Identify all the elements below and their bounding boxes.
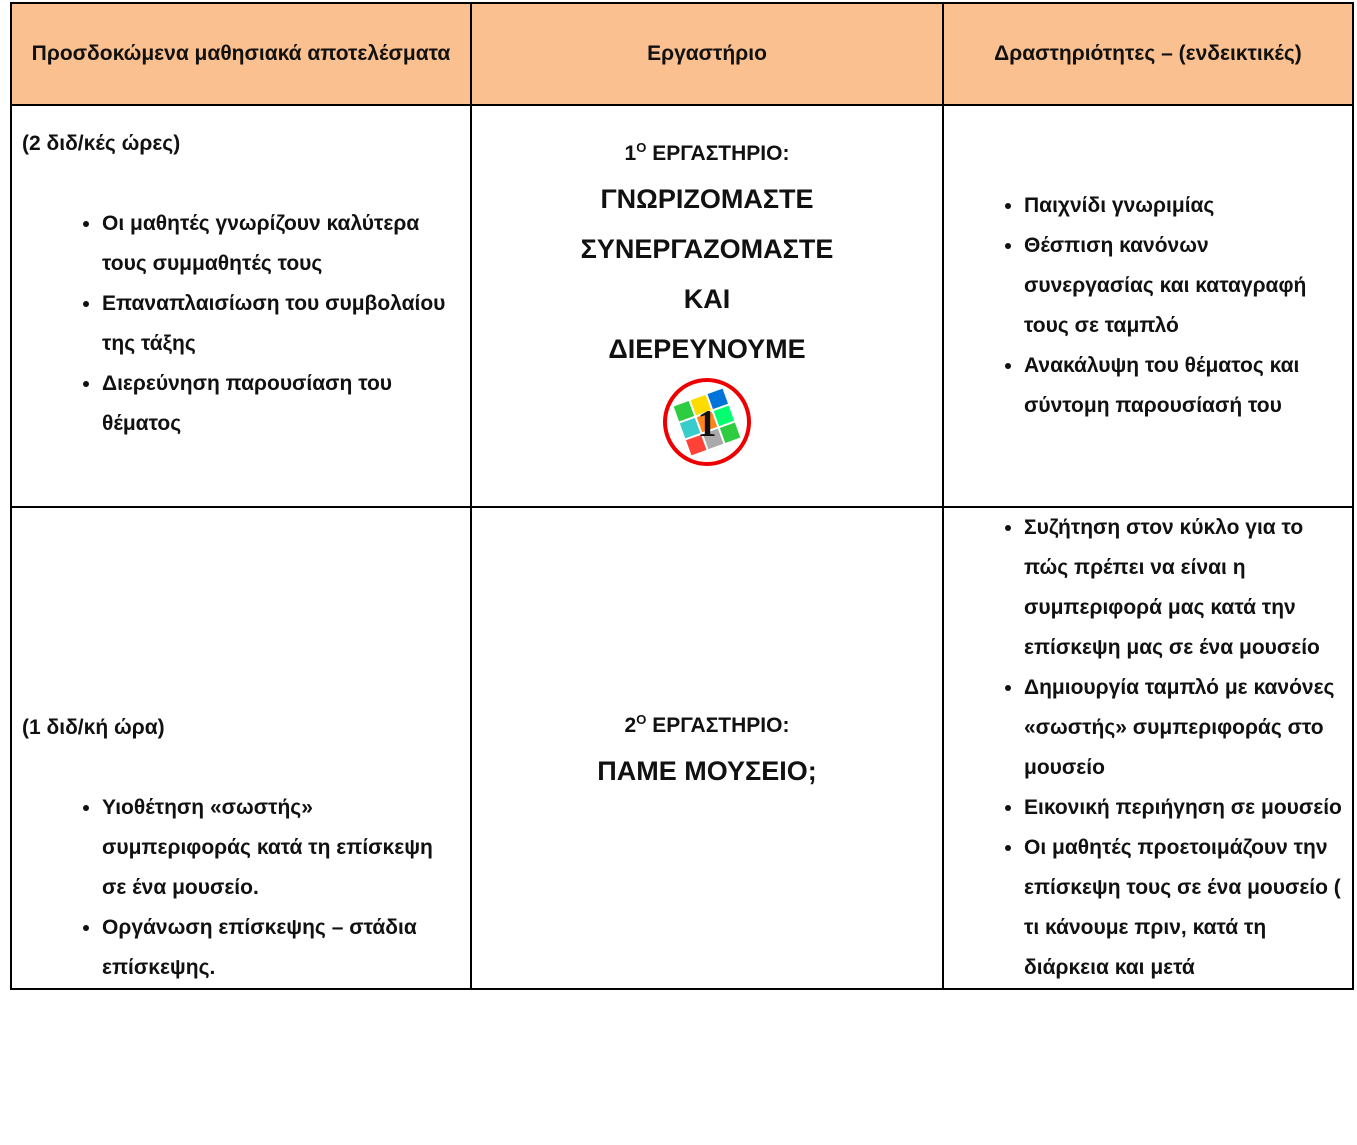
list-item: Θέσπιση κανόνων συνεργασίας και καταγραφ… — [1024, 226, 1342, 346]
activity-list: Παιχνίδι γνωριμίαςΘέσπιση κανόνων συνεργ… — [954, 186, 1342, 426]
list-item: Οι μαθητές γνωρίζουν καλύτερα τους συμμα… — [102, 204, 460, 284]
activity-list: Συζήτηση στον κύκλο για το πώς πρέπει να… — [954, 508, 1342, 988]
superscript: Ο — [636, 140, 647, 155]
outcome-list: Οι μαθητές γνωρίζουν καλύτερα τους συμμα… — [22, 204, 460, 444]
superscript: Ο — [636, 712, 647, 727]
workshop-label: 2Ο ΕΡΓΑΣΤΗΡΙΟ: — [482, 700, 932, 746]
hours: (1 διδ/κή ώρα) — [22, 716, 165, 739]
list-item: Συζήτηση στον κύκλο για το πώς πρέπει να… — [1024, 508, 1342, 668]
title-line: ΠΑΜΕ ΜΟΥΣΕΙΟ; — [597, 756, 817, 786]
list-item: Διερεύνηση παρουσίαση του θέματος — [102, 364, 460, 444]
title-line: ΣΥΝΕΡΓΑΖΟΜΑΣΤΕ — [580, 234, 834, 264]
header-cell: Προσδοκώμενα μαθησιακά αποτελέσματα — [10, 2, 472, 106]
icon-label: 1 — [698, 403, 717, 445]
outcomes-cell: (1 διδ/κή ώρα) Υιοθέτηση «σωστής» συμπερ… — [10, 506, 472, 990]
workshop-title: ΓΝΩΡΙΖΟΜΑΣΤΕ ΣΥΝΕΡΓΑΖΟΜΑΣΤΕ ΚΑΙ ΔΙΕΡΕΥΝΟΥΜΕ — [482, 174, 932, 374]
list-item: Ανακάλυψη του θέματος και σύντομη παρουσ… — [1024, 346, 1342, 426]
workshop-label: 1Ο ΕΡΓΑΣΤΗΡΙΟ: — [482, 128, 932, 174]
outcome-list: Υιοθέτηση «σωστής» συμπεριφοράς κατά τη … — [22, 788, 460, 988]
outcomes-cell: (2 διδ/κές ώρες) Οι μαθητές γνωρίζουν κα… — [10, 104, 472, 508]
workshop-number: 1 — [624, 142, 637, 165]
list-item: Εικονική περιήγηση σε μουσείο — [1024, 788, 1342, 828]
list-item: Οι μαθητές προετοιμάζουν την επίσκεψη το… — [1024, 828, 1342, 988]
list-item: Δημιουργία ταμπλό με κανόνες «σωστής» συ… — [1024, 668, 1342, 788]
workshop-cell: 2Ο ΕΡΓΑΣΤΗΡΙΟ: ΠΑΜΕ ΜΟΥΣΕΙΟ; — [470, 506, 944, 990]
workshop-number: 2 — [624, 714, 637, 737]
workshop-title: ΠΑΜΕ ΜΟΥΣΕΙΟ; — [482, 746, 932, 796]
lesson-table: Προσδοκώμενα μαθησιακά αποτελέσματα Εργα… — [10, 2, 1354, 990]
row: (1 διδ/κή ώρα) Υιοθέτηση «σωστής» συμπερ… — [10, 506, 1354, 990]
header-cell: Δραστηριότητες – (ενδεικτικές) — [942, 2, 1354, 106]
list-item: Παιχνίδι γνωριμίας — [1024, 186, 1342, 226]
list-item: Επαναπλαισίωση του συμβολαίου της τάξης — [102, 284, 460, 364]
header-row: Προσδοκώμενα μαθησιακά αποτελέσματα Εργα… — [10, 2, 1354, 106]
list-item: Υιοθέτηση «σωστής» συμπεριφοράς κατά τη … — [102, 788, 460, 908]
header-cell: Εργαστήριο — [470, 2, 944, 106]
label: ΕΡΓΑΣΤΗΡΙΟ: — [652, 714, 790, 737]
activities-cell: Παιχνίδι γνωριμίαςΘέσπιση κανόνων συνεργ… — [942, 104, 1354, 508]
workshop-cell: 1Ο ΕΡΓΑΣΤΗΡΙΟ: ΓΝΩΡΙΖΟΜΑΣΤΕ ΣΥΝΕΡΓΑΖΟΜΑΣΤ… — [470, 104, 944, 508]
title-line: ΚΑΙ — [683, 284, 731, 314]
activities-cell: Συζήτηση στον κύκλο για το πώς πρέπει να… — [942, 506, 1354, 990]
workshop-icon: 1 — [663, 378, 751, 466]
label: ΕΡΓΑΣΤΗΡΙΟ: — [652, 142, 790, 165]
cube — [673, 388, 741, 456]
hours: (2 διδ/κές ώρες) — [22, 132, 181, 155]
list-item: Οργάνωση επίσκεψης – στάδια επίσκεψης. — [102, 908, 460, 988]
title-line: ΔΙΕΡΕΥΝΟΥΜΕ — [608, 334, 806, 364]
title-line: ΓΝΩΡΙΖΟΜΑΣΤΕ — [600, 184, 814, 214]
row: (2 διδ/κές ώρες) Οι μαθητές γνωρίζουν κα… — [10, 104, 1354, 508]
